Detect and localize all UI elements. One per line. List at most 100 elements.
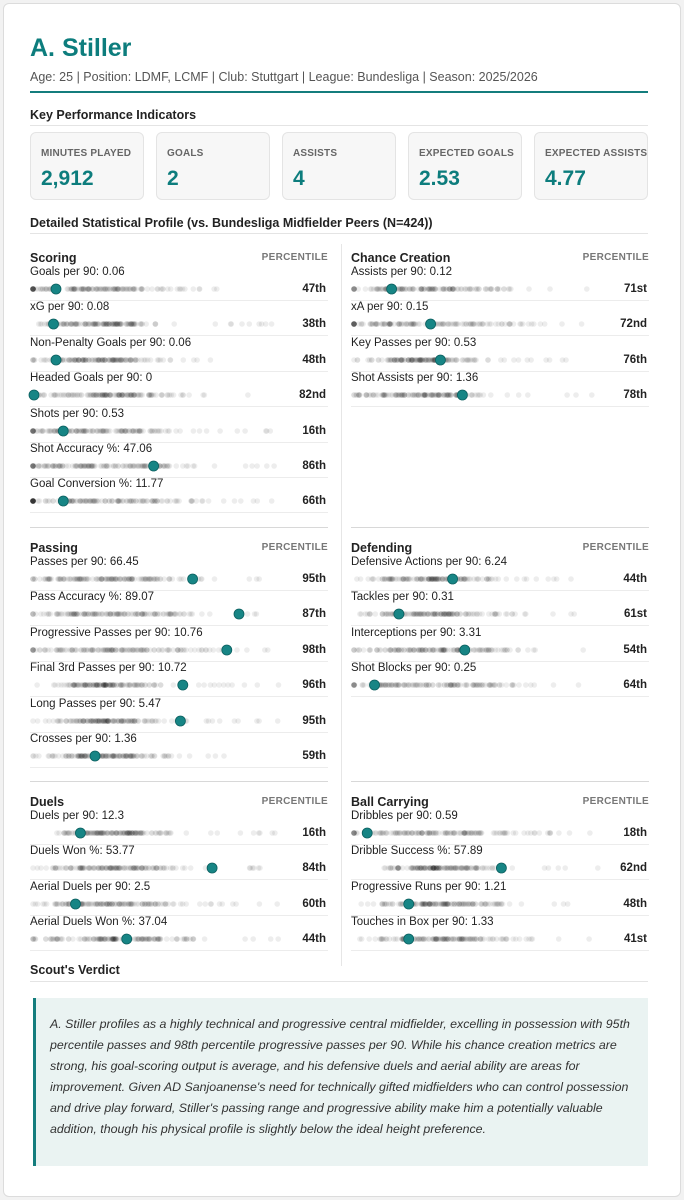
- peer-dot: [123, 321, 129, 328]
- peer-dot: [428, 356, 435, 363]
- peer-dot: [101, 321, 107, 328]
- peer-dot: [412, 900, 419, 907]
- metric-percentile: 38th: [302, 318, 326, 331]
- peer-dot: [152, 321, 159, 328]
- peer-dot: [30, 576, 36, 582]
- distribution-strip: [351, 644, 586, 656]
- peer-dot: [168, 611, 174, 618]
- peer-dot: [461, 682, 468, 688]
- peer-dot: [98, 900, 104, 907]
- peer-dot: [430, 936, 436, 942]
- peer-dot: [132, 321, 138, 328]
- peer-dot: [135, 900, 142, 907]
- peer-dot: [432, 865, 439, 872]
- peer-dot: [91, 611, 98, 618]
- peer-dot: [129, 753, 135, 759]
- peer-dot: [445, 936, 452, 942]
- peer-dot: [79, 356, 86, 363]
- peer-dot: [381, 576, 388, 582]
- peer-dot: [436, 865, 442, 872]
- kpi-value: 4: [293, 167, 305, 190]
- peer-dot: [73, 286, 79, 292]
- peer-dot: [208, 830, 214, 836]
- peer-dot: [30, 286, 36, 292]
- peer-dot: [68, 753, 75, 759]
- peer-dot: [155, 900, 161, 907]
- peer-dot: [98, 576, 105, 582]
- peer-dot: [78, 427, 85, 434]
- peer-dot: [58, 392, 65, 398]
- peer-dot: [127, 356, 133, 363]
- peer-dot: [118, 427, 124, 434]
- peer-dot: [82, 717, 89, 724]
- peer-dot: [126, 576, 133, 582]
- peer-dot: [472, 682, 478, 688]
- peer-dot: [142, 356, 149, 363]
- peer-dot: [171, 900, 177, 907]
- peer-dot: [417, 356, 423, 363]
- peer-dot: [363, 392, 370, 398]
- peer-dot: [150, 865, 156, 872]
- peer-dot: [118, 646, 124, 653]
- peer-dot: [74, 427, 80, 434]
- peer-dot: [118, 717, 125, 724]
- peer-dot: [131, 463, 137, 469]
- peer-dot: [139, 753, 146, 759]
- peer-dot: [269, 830, 275, 836]
- peer-dot: [55, 611, 61, 618]
- peer-dot: [473, 865, 479, 872]
- peer-dot: [79, 611, 85, 618]
- peer-dot: [54, 646, 60, 653]
- peer-dot: [115, 286, 121, 292]
- peer-dot: [381, 392, 388, 398]
- peer-dot: [138, 392, 144, 398]
- peer-dot: [397, 286, 404, 292]
- peer-dot: [479, 936, 485, 942]
- peer-dot: [440, 646, 447, 653]
- peer-dot: [78, 576, 84, 582]
- peer-dot: [141, 753, 148, 759]
- peer-dot: [93, 682, 100, 688]
- metric-percentile: 71st: [623, 283, 647, 295]
- peer-dot: [49, 753, 56, 759]
- peer-dot: [425, 356, 431, 363]
- peer-dot: [503, 936, 509, 942]
- peer-dot: [411, 392, 417, 398]
- peer-dot: [503, 830, 509, 836]
- peer-dot: [79, 498, 86, 505]
- peer-dot: [420, 936, 427, 942]
- peer-dot: [443, 611, 450, 618]
- peer-dot: [530, 646, 537, 653]
- peer-dot: [438, 865, 444, 872]
- peer-dot: [445, 900, 451, 907]
- peer-dot: [90, 717, 96, 724]
- peer-dot: [385, 611, 392, 618]
- peer-dot: [351, 321, 357, 328]
- peer-dot: [441, 900, 447, 907]
- peer-dot: [139, 900, 146, 907]
- peer-dot: [137, 321, 144, 328]
- peer-dot: [473, 865, 480, 872]
- peer-dot: [451, 646, 457, 653]
- peer-dot: [141, 463, 148, 469]
- peer-dot: [70, 356, 77, 363]
- distribution-strip: [30, 283, 220, 295]
- peer-dot: [449, 900, 455, 907]
- peer-dot: [56, 646, 63, 653]
- peer-dot: [351, 682, 357, 688]
- peer-dot: [188, 646, 194, 653]
- peer-dot: [135, 392, 142, 398]
- peer-dot: [250, 830, 257, 836]
- metric-row-aerial-duels-per-90: Aerial Duels per 90: 2.5 60th: [30, 881, 328, 916]
- peer-dot: [394, 682, 401, 688]
- peer-dot: [125, 865, 131, 872]
- peer-dot: [105, 900, 111, 907]
- peer-dot: [384, 356, 391, 363]
- peer-dot: [394, 682, 400, 688]
- peer-dot: [39, 427, 46, 434]
- peer-dot: [68, 865, 74, 872]
- peer-dot: [399, 936, 405, 942]
- peer-dot: [30, 498, 37, 505]
- peer-dot: [76, 753, 82, 759]
- peer-dot: [43, 576, 49, 582]
